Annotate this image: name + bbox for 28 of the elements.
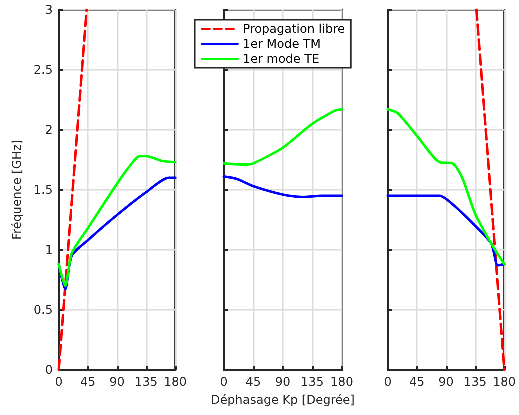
x-tick-label: 90 (275, 375, 291, 389)
x-tick-label: 90 (438, 375, 454, 389)
y-tick-label: 1 (45, 243, 53, 257)
legend-label: 1er mode TE (243, 52, 320, 66)
y-tick-label: 2 (45, 123, 53, 137)
x-tick-label: 0 (55, 375, 63, 389)
x-tick-label: 45 (409, 375, 425, 389)
x-tick-label: 135 (464, 375, 487, 389)
y-tick-label: 2.5 (34, 63, 53, 77)
x-axis-title: Déphasage Kp [Degrée] (211, 393, 355, 407)
x-tick-label: 180 (493, 375, 516, 389)
x-tick-label: 0 (220, 375, 228, 389)
x-tick-label: 45 (80, 375, 96, 389)
y-tick-label: 0.5 (34, 303, 53, 317)
line-series (58, 155, 177, 288)
x-tick-label: 180 (164, 375, 187, 389)
x-tick-label: 45 (246, 375, 262, 389)
y-axis-title: Fréquence [GHz] (10, 140, 24, 240)
x-tick-label: 0 (384, 375, 392, 389)
x-tick-label: 180 (330, 375, 354, 389)
y-tick-label: 1.5 (34, 183, 53, 197)
y-tick-label: 0 (45, 363, 53, 377)
x-tick-label: 135 (134, 375, 158, 389)
legend-label: 1er Mode TM (243, 37, 321, 51)
x-tick-label: 135 (301, 375, 324, 389)
x-tick-label: 90 (110, 375, 125, 389)
legend-label: Propagation libre (243, 22, 346, 36)
y-tick-label: 3 (45, 3, 53, 17)
